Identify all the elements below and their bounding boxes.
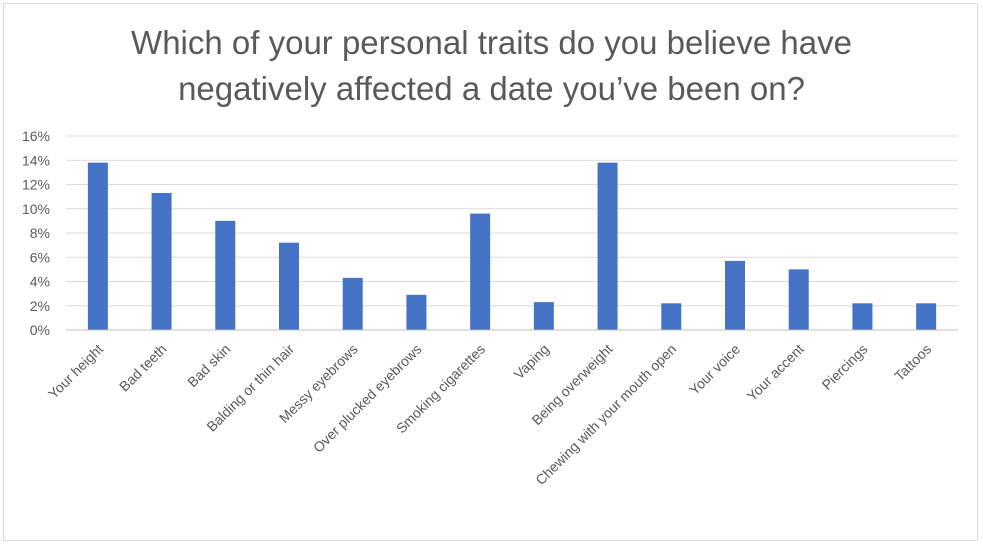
x-tick-label: Chewing with your mouth open [532,341,679,488]
bar [788,269,809,330]
y-tick-label: 14% [22,152,50,168]
x-tick-label: Bad skin [184,341,233,390]
y-tick-label: 2% [30,298,50,314]
bar [87,162,108,330]
x-tick-label: Piercings [819,341,871,393]
y-tick-label: 12% [22,177,50,193]
y-tick-label: 0% [30,322,50,338]
bar [661,303,682,330]
bar [916,303,937,330]
bar [342,277,363,330]
bar [597,162,618,330]
y-tick-label: 8% [30,225,50,241]
x-tick-label: Tattoos [891,341,934,384]
bar [151,192,172,330]
bar [533,302,554,330]
chart-title-line-2: negatively affected a date you’ve been o… [178,70,805,107]
bar [215,220,236,330]
chart-title-line-1: Which of your personal traits do you bel… [131,24,852,61]
y-tick-label: 6% [30,249,50,265]
x-tick-label: Vaping [511,341,552,382]
bar [852,303,873,330]
x-tick-label: Your height [45,341,106,402]
x-tick-label: Your accent [744,341,807,404]
bar [725,260,745,330]
y-tick-label: 4% [30,274,50,290]
bar [279,242,299,330]
x-tick-label: Bad teeth [116,341,170,395]
x-tick-label: Over plucked eyebrows [310,341,425,456]
y-tick-label: 10% [22,201,50,217]
x-tick-label: Your voice [686,341,743,398]
chart-title: Which of your personal traits do you bel… [0,20,983,112]
bar [470,213,491,330]
y-tick-label: 16% [22,128,50,144]
bar [406,294,427,330]
